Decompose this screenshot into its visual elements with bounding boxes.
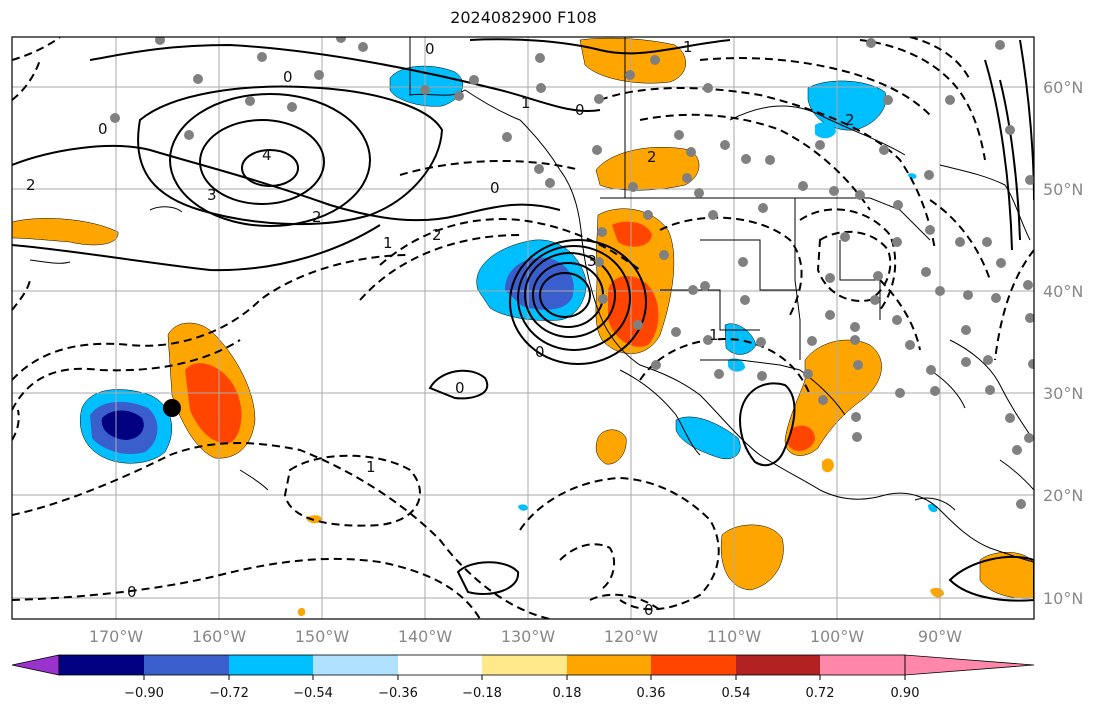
contour-label: 2 [26, 176, 36, 194]
contour-label: 0 [535, 343, 545, 361]
colorbar-tick-label: −0.36 [378, 686, 418, 701]
contour-label: 0 [490, 179, 500, 197]
lat-label: 50°N [1043, 180, 1083, 199]
shaded-anomalies [12, 37, 1034, 617]
contour-label: 1 [521, 94, 531, 112]
lat-label: 60°N [1043, 78, 1083, 97]
colorbar-tick-label: −0.90 [124, 686, 164, 701]
lon-label: 100°W [810, 627, 865, 646]
lat-label: 20°N [1043, 486, 1083, 505]
map-frame [11, 36, 1035, 620]
lon-label: 150°W [295, 627, 350, 646]
lon-label: 90°W [918, 627, 962, 646]
contour-label: 0 [425, 40, 435, 58]
contour-label: 1 [383, 234, 393, 252]
colorbar-segment [59, 655, 144, 675]
lon-label: 160°W [192, 627, 247, 646]
colorbar-segment [313, 655, 398, 675]
colorbar-segment [736, 655, 820, 675]
colorbar-extend-right [904, 654, 1035, 676]
colorbar-segment [229, 655, 313, 675]
contour-label: 2 [432, 226, 442, 244]
contour-label-group: 0 0 0 1 1 2 2 3 4 0 1 2 1 0 0 3 2 1 0 2 … [26, 38, 855, 619]
contour-lines [12, 37, 1034, 619]
coastlines [29, 37, 1034, 563]
contour-label: 2 [845, 111, 855, 129]
lat-label: 30°N [1043, 384, 1083, 403]
contour-label: 0 [283, 68, 293, 86]
colorbar: −0.90 −0.72 −0.54 −0.36 −0.18 0.18 0.36 … [11, 654, 1035, 701]
lon-label: 170°W [89, 627, 144, 646]
colorbar-segment [567, 655, 651, 675]
colorbar-tick-label: 0.18 [553, 686, 582, 701]
colorbar-segment [820, 655, 905, 675]
colorbar-tick-label: −0.18 [462, 686, 502, 701]
contour-label: 3 [587, 252, 597, 270]
colorbar-tick-label: 0.72 [806, 686, 835, 701]
contour-label: 0 [455, 379, 465, 397]
colorbar-tick-label: −0.54 [293, 686, 333, 701]
contour-label: 0 [575, 101, 585, 119]
colorbar-tick-label: 0.36 [637, 686, 666, 701]
contour-label: 0 [127, 583, 137, 601]
lat-label: 10°N [1043, 589, 1083, 608]
contour-label: 1 [366, 458, 376, 476]
colorbar-segment [482, 655, 567, 675]
colorbar-segment [398, 655, 482, 675]
lon-label: 120°W [604, 627, 659, 646]
lon-label: 110°W [707, 627, 762, 646]
contour-label: 2 [647, 148, 657, 166]
colorbar-tick-label: 0.90 [891, 686, 920, 701]
lon-label: 130°W [501, 627, 556, 646]
contour-label: 4 [262, 146, 272, 164]
contour-label: 0 [644, 601, 654, 619]
colorbar-extend-left [11, 654, 60, 676]
colorbar-tick-label: 0.54 [722, 686, 751, 701]
chart-title: 2024082900 F108 [450, 8, 597, 27]
latitude-labels: 60°N 50°N 40°N 30°N 20°N 10°N [1043, 78, 1083, 608]
colorbar-segment [144, 655, 229, 675]
contour-label: 1 [683, 38, 693, 56]
contour-label: 3 [207, 186, 217, 204]
contour-label: 2 [312, 208, 322, 226]
station-dots [110, 37, 1034, 509]
lon-label: 140°W [398, 627, 453, 646]
colorbar-segment [651, 655, 736, 675]
contour-label: 1 [709, 326, 719, 344]
lat-label: 40°N [1043, 282, 1083, 301]
contour-label: 0 [98, 120, 108, 138]
map-background [12, 37, 1034, 619]
gridlines [12, 37, 1034, 619]
colorbar-tick-label: −0.72 [209, 686, 249, 701]
storm-center-marker [163, 399, 181, 417]
longitude-labels: 170°W 160°W 150°W 140°W 130°W 120°W 110°… [89, 627, 962, 646]
